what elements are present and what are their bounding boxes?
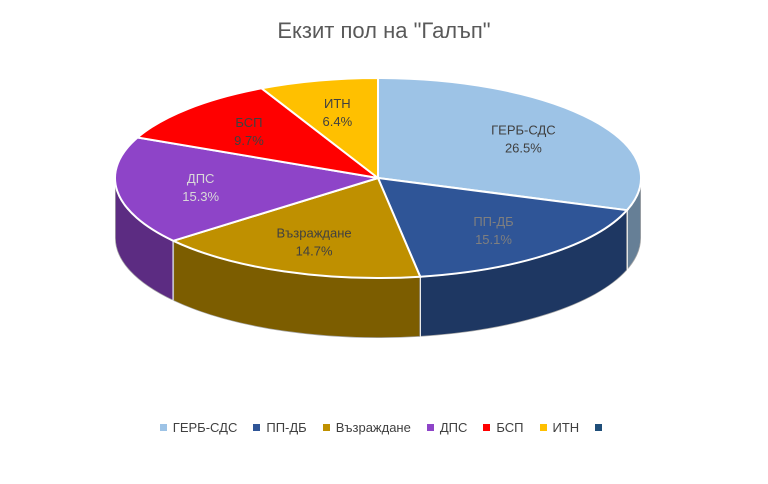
slice-label-0: ГЕРБ-СДС [491,122,556,137]
legend-item-3: ДПС [426,420,468,435]
legend-swatch-4 [483,424,491,431]
legend-swatch-3 [426,424,434,431]
slice-label-1: ПП-ДБ [473,214,513,229]
legend-item-1: ПП-ДБ [253,420,307,435]
pie-slice-1 [376,176,630,278]
legend-label-2: Възраждане [335,420,411,435]
legend-swatch-5 [539,424,547,431]
pie-side-shade-3 [115,178,174,301]
pie-slice-3 [114,136,379,242]
pie-side-shade-0 [626,178,641,271]
pie-slice-0 [377,76,642,212]
slice-value-1: 15.1% [475,232,512,247]
legend-item-2: Възраждане [322,420,411,435]
slice-value-4: 9.7% [234,133,264,148]
slice-value-2: 14.7% [296,244,333,259]
slice-value-5: 6.4% [323,114,353,129]
legend-label-3: ДПС [439,420,468,435]
legend-label-5: ИТН [552,420,580,435]
legend-swatch-6 [595,424,603,431]
pie-slice-5 [259,76,379,181]
pie-side-shade-2 [173,240,421,338]
legend-item-5: ИТН [539,420,580,435]
legend-item-6 [595,424,608,431]
legend-label-1: ПП-ДБ [266,420,307,435]
slice-value-0: 26.5% [505,140,542,155]
legend-label-0: ГЕРБ-СДС [172,420,238,435]
slice-value-3: 15.3% [182,189,219,204]
slice-label-2: Възраждане [277,226,352,241]
legend-swatch-2 [322,424,330,431]
slice-label-4: БСП [235,115,262,130]
slice-label-5: ИТН [324,96,351,111]
pie-slice-2 [170,176,422,279]
slice-label-3: ДПС [187,171,215,186]
legend: ГЕРБ-СДС ПП-ДБ Възраждане ДПС БСП ИТН [0,420,768,435]
legend-item-0: ГЕРБ-СДС [159,420,238,435]
legend-swatch-1 [253,424,261,431]
legend-label-4: БСП [496,420,524,435]
chart-title: Екзит пол на "Галъп" [277,18,491,43]
legend-swatch-0 [159,424,167,431]
legend-item-4: БСП [483,420,524,435]
pie-slice-4 [135,87,379,179]
pie-side-shade-1 [420,210,627,337]
